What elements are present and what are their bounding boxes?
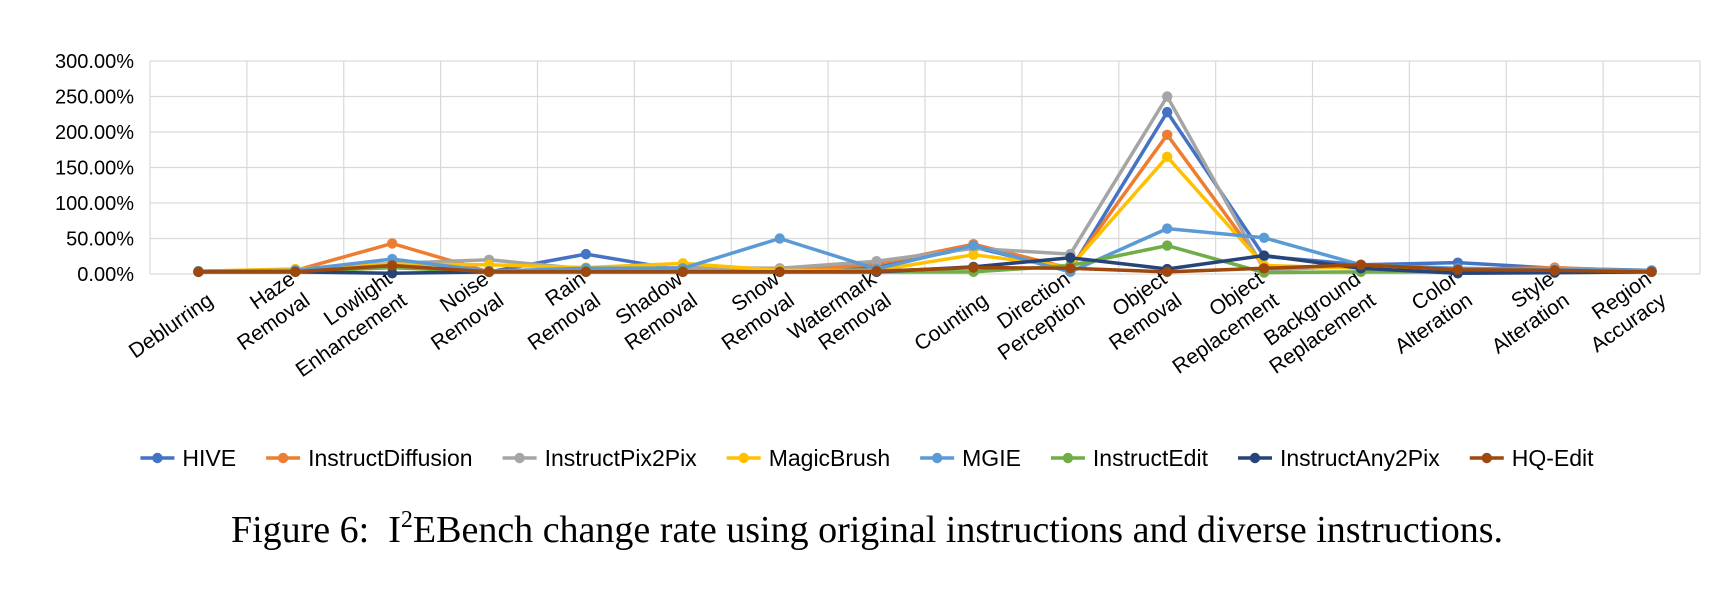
legend-item: HQ-Edit <box>1469 445 1594 471</box>
legend-label: InstructPix2Pix <box>545 445 698 471</box>
x-tick-label: Deblurring <box>125 289 218 363</box>
legend-label: HQ-Edit <box>1512 445 1594 471</box>
legend-point-marker <box>514 452 525 464</box>
data-point <box>1161 151 1173 163</box>
legend-point-marker <box>277 452 289 464</box>
y-tick-label: 50.00% <box>66 229 134 251</box>
data-point <box>1065 263 1076 274</box>
data-point <box>677 266 689 278</box>
y-tick-label: 300.00% <box>55 51 134 73</box>
x-tick-label-line: Counting <box>910 289 992 356</box>
series-line <box>198 263 1652 274</box>
data-point <box>290 266 301 278</box>
figure-caption: Figure 6: I2EBench change rate using ori… <box>0 508 1734 552</box>
y-tick-label: 100.00% <box>55 193 134 215</box>
y-axis-ticks: 0.00% 50.00% 100.00% 150.00% 200.00% 250.00% 3… <box>55 51 134 286</box>
data-point <box>1161 223 1173 234</box>
data-point <box>386 260 398 271</box>
legend-item: InstructPix2Pix <box>502 445 698 471</box>
legend-label: MagicBrush <box>769 445 890 471</box>
data-point <box>1161 266 1173 278</box>
x-tick-label-line: Deblurring <box>125 289 218 363</box>
data-point <box>968 240 979 251</box>
data-point <box>871 256 882 267</box>
legend-item: MGIE <box>920 445 1021 471</box>
data-point <box>871 265 882 277</box>
line-chart: 0.00% 50.00% 100.00% 150.00% 200.00% 250.00% 3… <box>55 51 1701 471</box>
data-point <box>1065 252 1076 263</box>
data-point <box>774 266 785 278</box>
legend-label: InstructEdit <box>1093 445 1209 471</box>
data-point <box>580 248 592 260</box>
legend-item: HIVE <box>140 445 236 471</box>
legend-point-marker <box>738 452 749 464</box>
caption-prefix: Figure 6: <box>230 509 370 551</box>
legend-point-marker <box>1062 452 1074 464</box>
data-point <box>1549 265 1560 276</box>
data-point <box>968 262 979 273</box>
legend-item: InstructDiffusion <box>266 445 473 471</box>
series-lines <box>193 91 1657 279</box>
legend-point-marker <box>931 452 943 464</box>
legend-label: InstructDiffusion <box>308 445 472 471</box>
data-point <box>193 266 204 278</box>
data-point <box>1161 106 1173 118</box>
series-hq-edit <box>193 259 1657 278</box>
legend-label: InstructAny2Pix <box>1280 445 1440 471</box>
caption-name-base: I <box>388 509 401 551</box>
caption-name-rest: EBench <box>412 509 534 551</box>
x-tick-label: Counting <box>910 289 992 356</box>
data-point <box>386 238 398 249</box>
y-tick-label: 150.00% <box>55 158 134 180</box>
data-point <box>1161 240 1173 251</box>
grid <box>149 60 1701 275</box>
caption-text: change rate using original instructions … <box>542 509 1504 551</box>
legend-label: HIVE <box>182 445 236 471</box>
data-point <box>1452 264 1464 275</box>
legend: HIVE InstructDiffusion InstructPix2Pix Magi… <box>140 445 1594 471</box>
data-point <box>1161 91 1173 102</box>
data-point <box>386 268 398 279</box>
data-point <box>483 266 495 278</box>
legend-point-marker <box>1249 452 1261 464</box>
data-point <box>968 249 979 261</box>
caption-name-sup: 2 <box>400 507 413 533</box>
legend-label: MGIE <box>962 445 1021 471</box>
data-point <box>774 233 785 244</box>
y-tick-label: 0.00% <box>77 264 134 286</box>
data-point <box>1355 259 1367 270</box>
data-point <box>1161 129 1173 141</box>
legend-item: InstructEdit <box>1050 445 1209 471</box>
y-tick-label: 250.00% <box>55 87 134 109</box>
data-point <box>1258 250 1270 261</box>
legend-item: MagicBrush <box>726 445 890 471</box>
data-point <box>1646 266 1657 278</box>
data-point <box>1258 232 1270 243</box>
legend-point-marker <box>152 452 163 464</box>
legend-point-marker <box>1481 452 1492 464</box>
data-point <box>580 266 592 278</box>
data-point <box>1258 263 1270 274</box>
legend-item: InstructAny2Pix <box>1237 445 1440 471</box>
y-tick-label: 200.00% <box>55 122 134 144</box>
